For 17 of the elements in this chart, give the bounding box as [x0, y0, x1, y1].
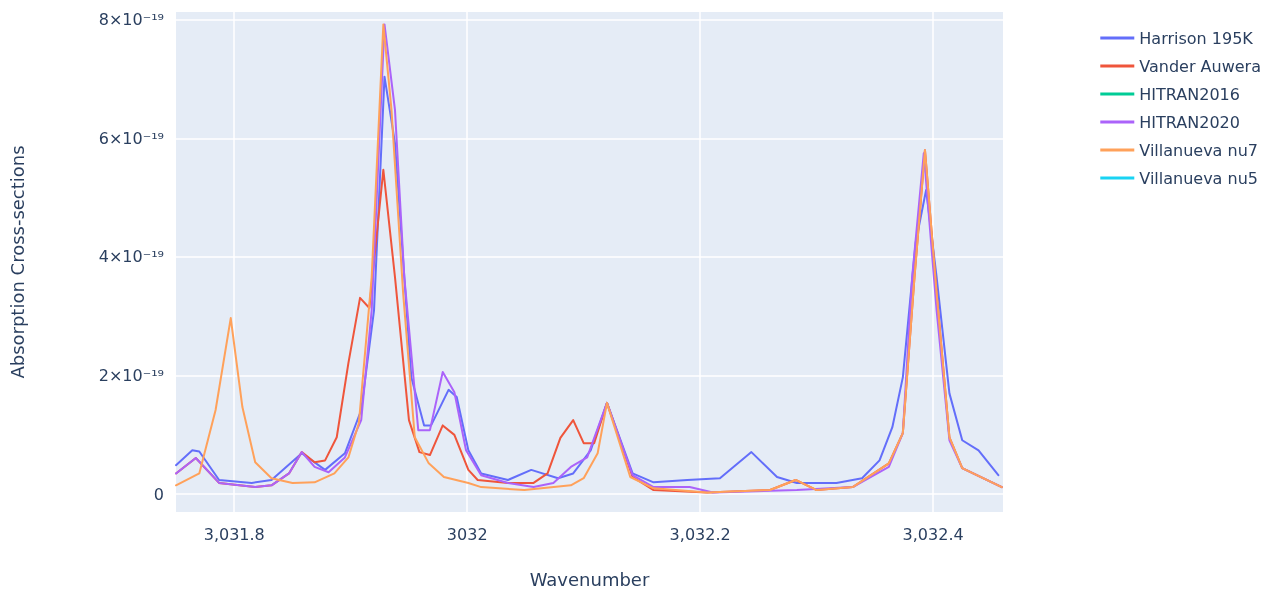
y-tick-label: 0 — [153, 484, 164, 504]
y-tick-label: 4×10⁻¹⁹ — [98, 247, 164, 267]
x-tick-label: 3,032.2 — [669, 524, 731, 544]
y-tick-label: 8×10⁻¹⁹ — [98, 10, 164, 30]
x-tick-label: 3,031.8 — [203, 524, 265, 544]
y-tick-label: 6×10⁻¹⁹ — [98, 128, 164, 148]
legend-label: Vander Auwera — [1139, 56, 1262, 76]
y-axis-title: Absorption Cross-sections — [6, 145, 28, 379]
legend-label: Villanueva nu7 — [1139, 140, 1258, 160]
legend-label: Villanueva nu5 — [1139, 168, 1258, 188]
x-tick-label: 3032 — [446, 524, 488, 544]
legend-label: Harrison 195K — [1139, 28, 1254, 48]
y-tick-label: 2×10⁻¹⁹ — [98, 366, 164, 386]
legend-label: HITRAN2020 — [1139, 112, 1240, 132]
x-tick-label: 3,032.4 — [902, 524, 964, 544]
x-axis-title: Wavenumber — [529, 568, 650, 590]
legend-label: HITRAN2016 — [1139, 84, 1240, 104]
